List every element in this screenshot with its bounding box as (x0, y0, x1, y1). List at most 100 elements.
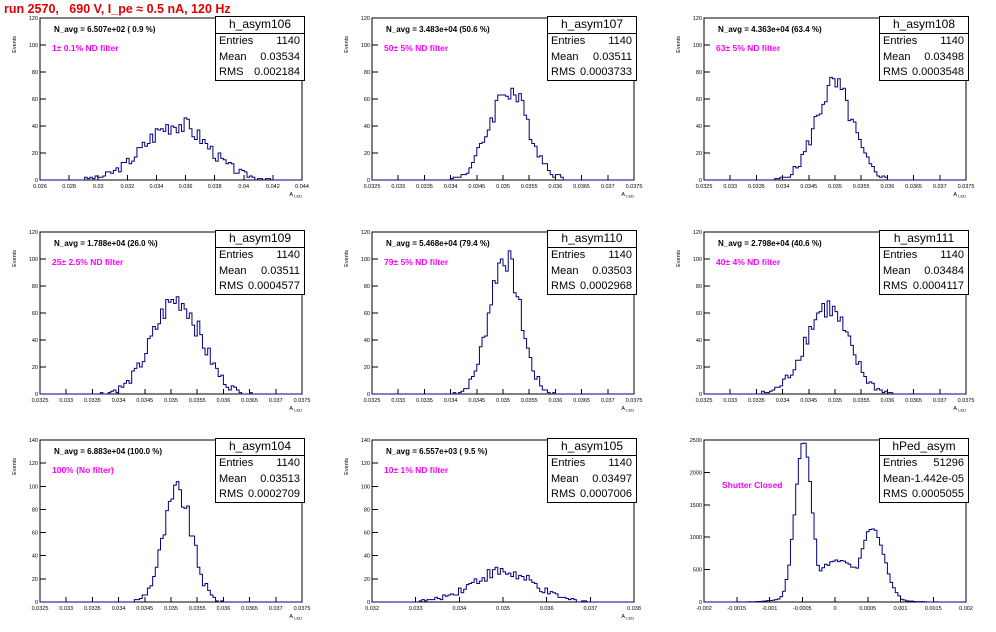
x-tick-label: 0.037 (269, 606, 283, 612)
navg-label: N_avg = 4.363e+04 (63.4 %) (718, 25, 822, 34)
y-axis-title: Events (12, 458, 18, 475)
stats-row-mean: Mean -1.442e-05 (880, 472, 968, 488)
stats-histogram-name: h_asym110 (548, 231, 636, 248)
y-tick-label: 40 (32, 554, 38, 560)
stats-row-mean: Mean 0.03503 (548, 264, 636, 280)
histogram-pad-h_asym110: 0.0325 0.033 0.0335 0.034 0.0345 0.035 0.0355 0… (332, 230, 654, 424)
stats-key: RMS (551, 66, 576, 78)
y-tick-label: 100 (361, 257, 370, 263)
y-tick-label: 40 (364, 124, 370, 130)
stats-value: 0.0002968 (580, 280, 632, 292)
stats-key: Entries (219, 457, 254, 469)
y-tick-label: 120 (361, 16, 370, 22)
stats-histogram-name: h_asym109 (216, 231, 304, 248)
y-tick-label: 100 (29, 484, 38, 490)
filter-annotation: 25± 2.5% ND filter (52, 257, 124, 267)
histogram-pad-h_asym107: 0.0325 0.033 0.0335 0.034 0.0345 0.035 0.0355 0… (332, 16, 654, 210)
y-tick-label: 100 (29, 43, 38, 49)
histogram-svg: 0.0325 0.033 0.0335 0.034 0.0345 0.035 0.0355 0… (344, 16, 643, 199)
x-tick-label: 0.03 (93, 184, 104, 190)
stats-key: Entries (551, 249, 586, 261)
x-tick-label: 0.034 (452, 606, 466, 612)
x-tick-label: 0.033 (59, 606, 73, 612)
stats-key: Mean (219, 50, 247, 63)
stats-histogram-name: h_asym105 (548, 439, 636, 456)
stats-value: 1140 (276, 35, 300, 47)
x-tick-label: 0.033 (723, 398, 737, 404)
y-tick-label: 1000 (690, 535, 702, 541)
stats-key: Entries (219, 35, 254, 47)
y-tick-label: 80 (696, 284, 702, 290)
y-tick-label: 60 (696, 311, 702, 317)
x-tick-label: 0.0355 (189, 606, 206, 612)
x-tick-label: 0.0325 (696, 398, 713, 404)
x-axis-title: A LED (953, 192, 966, 199)
histogram-svg: 0.026 0.028 0.03 0.032 0.034 0.036 0.038 0.04 0.… (12, 16, 309, 199)
stats-key: RMS (551, 280, 576, 292)
stats-key: Mean (883, 264, 911, 277)
y-tick-label: 40 (364, 338, 370, 344)
x-tick-label: 0.04 (238, 184, 249, 190)
y-tick-label: 0 (699, 600, 702, 606)
x-tick-label: 0.035 (496, 184, 510, 190)
y-tick-label: 40 (696, 338, 702, 344)
y-tick-label: 0 (367, 392, 370, 398)
stats-row-rms: RMS 0.0005055 (880, 487, 968, 503)
x-tick-label: 0.0325 (32, 606, 49, 612)
y-tick-label: 20 (696, 365, 702, 371)
x-tick-label: -0.0015 (727, 606, 746, 612)
histogram-line-h_asym107 (372, 87, 634, 181)
y-axis-title: Events (676, 250, 682, 267)
x-tick-label: 0.032 (365, 606, 379, 612)
y-tick-label: 0 (367, 600, 370, 606)
histogram-line-h_asym109 (40, 296, 302, 395)
stats-value: 1140 (608, 457, 632, 469)
stats-value: 0.0004577 (248, 280, 300, 292)
navg-label: N_avg = 6.507e+02 ( 0.9 %) (54, 25, 156, 34)
stats-row-mean: Mean 0.03511 (216, 264, 304, 280)
x-tick-label: 0.038 (627, 606, 641, 612)
x-tick-label: 0.0335 (748, 184, 765, 190)
histogram-line-h_asym105 (372, 566, 634, 603)
stats-value: 0.03511 (593, 50, 632, 63)
x-axis-title: A LED (289, 406, 302, 413)
x-tick-label: 0.0355 (853, 184, 870, 190)
y-tick-label: 40 (32, 124, 38, 130)
y-tick-label: 20 (364, 151, 370, 157)
stats-key: RMS (219, 488, 244, 500)
stats-row-entries: Entries 51296 (880, 456, 968, 472)
x-tick-label: 0.0375 (626, 184, 643, 190)
filter-annotation: 1± 0.1% ND filter (52, 43, 119, 53)
y-tick-label: 80 (32, 284, 38, 290)
histogram-pad-hPed_asym: -0.002 -0.0015 -0.001 -0.0005 0 0.0005 0.001 0.… (664, 438, 986, 632)
x-tick-label: 0.034 (444, 184, 458, 190)
stats-key: Entries (551, 35, 586, 47)
navg-label: N_avg = 6.883e+04 (100.0 %) (54, 447, 163, 456)
stats-histogram-name: h_asym111 (880, 231, 968, 248)
x-tick-label: 0.0345 (468, 398, 485, 404)
x-tick-label: 0.033 (409, 606, 423, 612)
y-axis-title: Events (344, 36, 350, 53)
x-tick-label: 0.033 (391, 398, 405, 404)
stats-value: 0.03484 (924, 264, 964, 277)
x-tick-label: 0.0335 (748, 398, 765, 404)
histogram-line-hPed_asym (704, 442, 966, 603)
filter-annotation: 79± 5% ND filter (384, 257, 449, 267)
x-tick-label: 0.036 (549, 398, 563, 404)
x-tick-label: 0.036 (549, 184, 563, 190)
x-tick-label: 0.0365 (241, 398, 258, 404)
histogram-pad-h_asym104: 0.0325 0.033 0.0335 0.034 0.0345 0.035 0.0355 0… (0, 438, 322, 632)
stats-key: RMS (219, 66, 244, 78)
x-tick-label: -0.001 (762, 606, 778, 612)
y-tick-label: 80 (364, 507, 370, 513)
y-tick-label: 2000 (690, 470, 702, 476)
histogram-pad-h_asym105: 0.032 0.033 0.034 0.035 0.036 0.037 0.038 0 20 40… (332, 438, 654, 632)
stats-row-rms: RMS 0.0002709 (216, 487, 304, 503)
stats-box: h_asym110 Entries 1140 Mean 0.03503 RMS 0.0002… (547, 230, 637, 295)
stats-value: 0.0002709 (248, 488, 300, 500)
y-tick-label: 0 (699, 392, 702, 398)
x-tick-label: 0.044 (295, 184, 309, 190)
y-tick-label: 0 (367, 178, 370, 184)
stats-row-entries: Entries 1140 (548, 248, 636, 264)
